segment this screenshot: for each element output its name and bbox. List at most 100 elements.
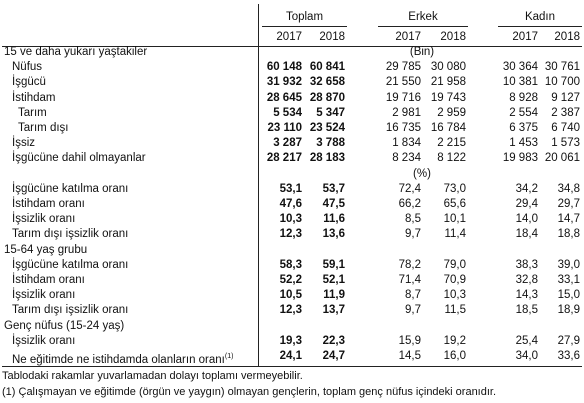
cell-value: 10,3 (279, 213, 302, 226)
cell-value: 9,7 (405, 228, 421, 241)
cell-value: 11,6 (323, 213, 345, 226)
cell-value: 6 740 (551, 122, 580, 134)
row-label: İşgücüne dahil olmayanlar (12, 152, 146, 165)
cell-value: 18,9 (557, 304, 580, 317)
cell-value: 14,3 (515, 289, 538, 302)
unit-label: (Bin) (409, 46, 435, 58)
cell-value: 19 716 (385, 91, 421, 104)
cell-value: 14,0 (515, 213, 538, 226)
cell-value: 29,4 (515, 198, 538, 210)
cell-value: 16 784 (430, 122, 466, 134)
cell-value: 52,2 (279, 274, 302, 286)
cell-value: 58,3 (279, 258, 302, 271)
cell-value: 28 870 (309, 91, 345, 104)
cell-value: 14,7 (557, 213, 580, 226)
cell-value: 33,6 (557, 350, 580, 362)
cell-value: 23 110 (267, 122, 302, 134)
cell-value: 1 573 (551, 137, 580, 150)
cell-value: 18,8 (557, 228, 580, 241)
cell-value: 32,8 (515, 274, 538, 286)
cell-value: 18,5 (515, 304, 538, 317)
cell-value: 47,6 (279, 198, 302, 210)
cell-value: 30 761 (544, 61, 580, 74)
cell-value: 16 735 (385, 122, 421, 134)
cell-value: 73,0 (443, 182, 466, 195)
cell-value: 29 785 (385, 61, 421, 74)
rule (2, 366, 582, 367)
section-title: 15 ve daha yukarı yaştakiler (4, 46, 148, 58)
cell-value: 72,4 (398, 182, 421, 195)
cell-value: 8 234 (392, 152, 421, 165)
cell-value: 19 983 (502, 152, 538, 165)
cell-value: 59,1 (322, 258, 345, 271)
cell-value: 2 554 (509, 106, 538, 119)
cell-value: 2 215 (437, 137, 466, 150)
cell-value: 28 645 (266, 91, 302, 104)
cell-value: 5 347 (316, 106, 345, 119)
rule (378, 26, 468, 27)
cell-value: 10,5 (279, 289, 302, 302)
cell-value: 28 217 (266, 152, 302, 165)
year-header: 2017 (276, 31, 302, 43)
cell-value: 11,4 (444, 228, 466, 241)
row-label: İşsizlik oranı (12, 289, 76, 302)
rule (262, 26, 347, 27)
cell-value: 16,0 (443, 350, 466, 362)
cell-value: 34,0 (515, 350, 538, 362)
cell-value: 15,0 (557, 289, 580, 302)
cell-value: 60 841 (309, 61, 345, 74)
cell-value: 34,8 (557, 182, 580, 195)
cell-value: 52,1 (322, 274, 345, 286)
cell-value: 20 061 (544, 152, 580, 165)
cell-value: 2 959 (437, 106, 466, 119)
cell-value: 24,7 (322, 350, 345, 362)
cell-value: 39,0 (557, 258, 580, 271)
row-label: Tarım (18, 106, 47, 119)
cell-value: 19,2 (443, 334, 466, 347)
cell-value: 3 287 (273, 137, 302, 150)
year-header: 2018 (440, 31, 466, 43)
cell-value: 47,5 (322, 198, 345, 210)
cell-value: 23 524 (309, 122, 345, 134)
rule (2, 46, 582, 47)
year-header: 2017 (512, 31, 538, 43)
cell-value: 53,7 (322, 182, 345, 195)
cell-value: 29,7 (557, 198, 580, 210)
row-label: İşgücü (12, 76, 46, 89)
year-header: 2018 (554, 31, 580, 43)
section-title: 15-64 yaş grubu (4, 243, 88, 256)
cell-value: 60 148 (266, 61, 302, 74)
row-label: İşgücüne katılma oranı (12, 258, 129, 271)
footnote: (1) Çalışmayan ve eğitimde (örgün ve yay… (2, 386, 497, 398)
cell-value: 71,4 (398, 274, 421, 286)
cell-value: 21 958 (430, 76, 466, 89)
cell-value: 15,9 (398, 334, 421, 347)
cell-value: 22,3 (322, 334, 345, 347)
footnote-ref: (1) (224, 353, 234, 360)
cell-value: 10,3 (443, 289, 466, 302)
cell-value: 8 928 (509, 91, 538, 104)
group-header: Kadın (524, 11, 556, 23)
row-label: İstihdam oranı (12, 198, 85, 210)
row-label: İşsiz (12, 137, 35, 150)
cell-value: 2 981 (392, 106, 421, 119)
cell-value: 28 183 (309, 152, 345, 165)
cell-value: 21 550 (385, 76, 421, 89)
cell-value: 66,2 (398, 198, 421, 210)
cell-value: 31 932 (266, 76, 302, 89)
cell-value: 10 381 (502, 76, 538, 89)
group-header: Erkek (408, 11, 438, 23)
row-label: İstihdam oranı (12, 274, 85, 286)
rule (258, 4, 259, 367)
cell-value: 32 658 (309, 76, 345, 89)
cell-value: 11,9 (323, 289, 345, 302)
year-header: 2018 (319, 31, 345, 43)
row-label: İstihdam (12, 91, 56, 104)
cell-value: 30 364 (502, 61, 538, 74)
cell-value: 53,1 (279, 182, 302, 195)
cell-value: 3 788 (316, 137, 345, 150)
cell-value: 12,3 (279, 304, 302, 317)
cell-value: 27,9 (557, 334, 580, 347)
row-label: İşsizlik oranı (12, 334, 76, 347)
rule (498, 26, 582, 27)
